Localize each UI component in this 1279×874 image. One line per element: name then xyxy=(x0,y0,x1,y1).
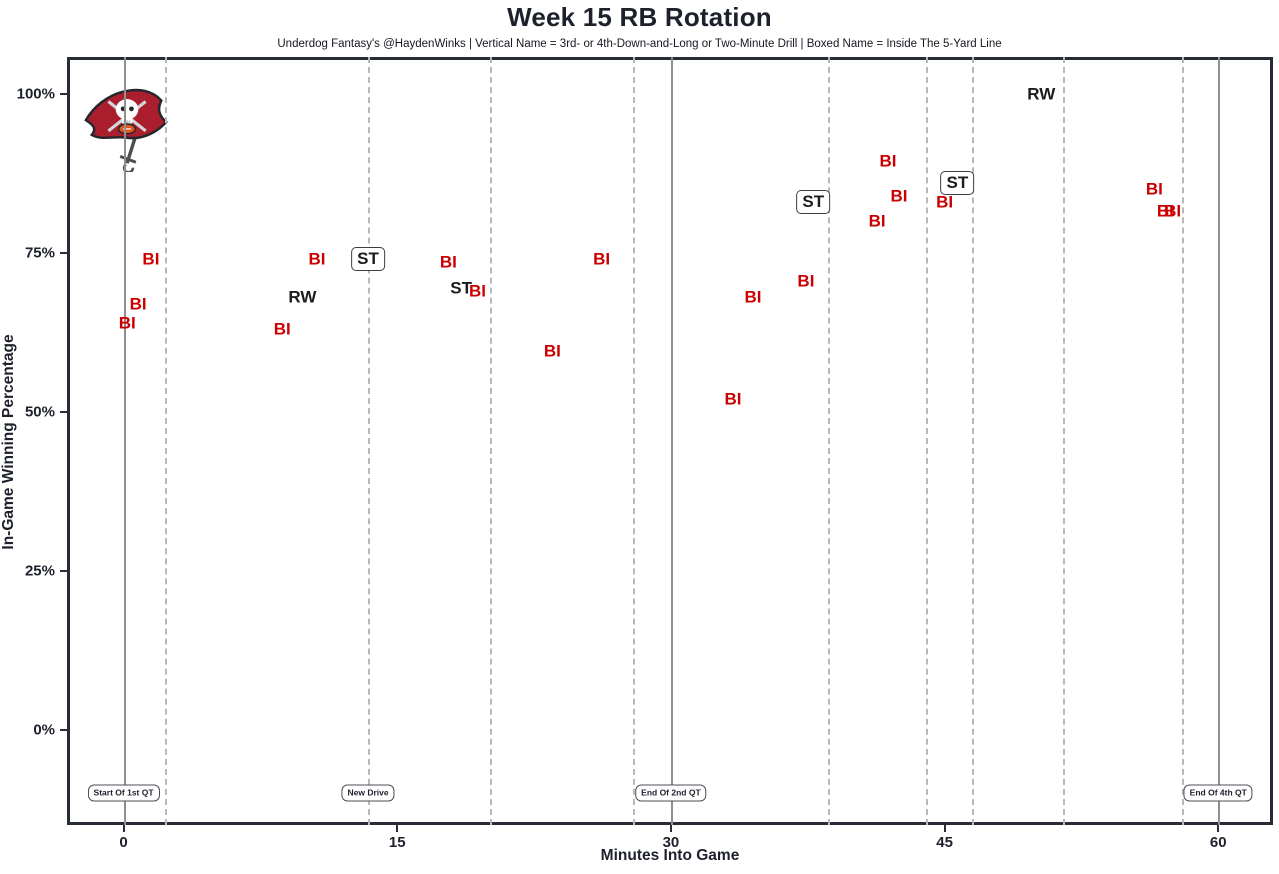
data-point-ST: ST xyxy=(450,278,472,298)
data-point-BI: BI xyxy=(308,249,326,269)
data-point-BI: BI xyxy=(129,294,147,314)
y-tick-mark xyxy=(60,728,67,731)
new-drive-line xyxy=(1181,57,1184,825)
y-tick-label: 50% xyxy=(24,403,55,421)
data-point-BI: BI xyxy=(724,389,742,409)
data-point-BI: BI xyxy=(142,249,160,269)
event-label: New Drive xyxy=(341,784,395,802)
y-tick-label: 100% xyxy=(16,85,55,103)
data-point-BI: BI xyxy=(744,287,762,307)
y-tick-label: 0% xyxy=(33,721,55,739)
data-point-RW: RW xyxy=(288,287,317,307)
data-point-BI: BI xyxy=(879,151,897,171)
y-axis-title: In-Game Winning Percentage xyxy=(0,334,17,550)
quarter-line xyxy=(123,57,126,825)
data-point-ST: ST xyxy=(940,170,975,195)
x-axis-title: Minutes Into Game xyxy=(600,847,740,864)
x-tick-mark xyxy=(943,825,946,832)
new-drive-line xyxy=(632,57,635,825)
data-point-ST: ST xyxy=(796,189,831,214)
data-point-BI: BI xyxy=(1145,179,1163,199)
quarter-line xyxy=(670,57,673,825)
data-point-BI: BI xyxy=(118,313,136,333)
data-point-RW: RW xyxy=(1027,84,1056,104)
y-tick-label: 75% xyxy=(24,244,55,262)
x-tick-label: 30 xyxy=(662,834,680,851)
data-point-BI: BI xyxy=(868,211,886,231)
new-drive-line xyxy=(827,57,830,825)
x-tick-label: 45 xyxy=(936,834,953,851)
data-point-BI: BI xyxy=(1156,201,1174,221)
data-point-BI: BI xyxy=(439,252,457,272)
data-point-BI: BI xyxy=(936,192,954,212)
data-point-ST: ST xyxy=(351,247,385,272)
data-point-BI: BI xyxy=(469,281,486,301)
event-label: End Of 2nd QT xyxy=(635,784,707,802)
new-drive-line xyxy=(490,57,493,825)
data-point-BI: BI xyxy=(890,186,908,206)
new-drive-line xyxy=(1063,57,1066,825)
new-drive-line xyxy=(926,57,929,825)
new-drive-line xyxy=(971,57,974,825)
y-tick-mark xyxy=(60,92,67,95)
plot-panel xyxy=(67,57,1273,825)
event-label: Start Of 1st QT xyxy=(87,784,160,802)
x-tick-mark xyxy=(396,825,399,832)
x-tick-label: 60 xyxy=(1209,834,1227,851)
x-tick-label: 15 xyxy=(388,834,406,851)
data-point-BI: BI xyxy=(593,249,611,269)
y-tick-mark xyxy=(60,251,67,254)
y-tick-mark xyxy=(60,410,67,413)
x-tick-label: 0 xyxy=(119,834,128,851)
x-tick-mark xyxy=(669,825,672,832)
chart-subtitle: Underdog Fantasy's @HaydenWinks | Vertic… xyxy=(277,38,1002,50)
x-tick-mark xyxy=(1217,825,1220,832)
quarter-line xyxy=(1218,57,1221,825)
event-label: End Of 4th QT xyxy=(1183,784,1253,802)
chart-title: Week 15 RB Rotation xyxy=(507,2,772,32)
new-drive-line xyxy=(164,57,167,825)
buccaneers-logo xyxy=(84,88,168,172)
new-drive-line xyxy=(368,57,371,825)
y-tick-mark xyxy=(60,569,67,572)
data-point-BI: BI xyxy=(273,319,291,339)
data-point-BI: BI xyxy=(1164,201,1182,221)
y-tick-label: 25% xyxy=(24,562,55,580)
x-tick-mark xyxy=(122,825,125,832)
skull-icon xyxy=(115,99,139,120)
data-point-BI: BI xyxy=(797,271,815,291)
data-point-BI: BI xyxy=(543,341,561,361)
